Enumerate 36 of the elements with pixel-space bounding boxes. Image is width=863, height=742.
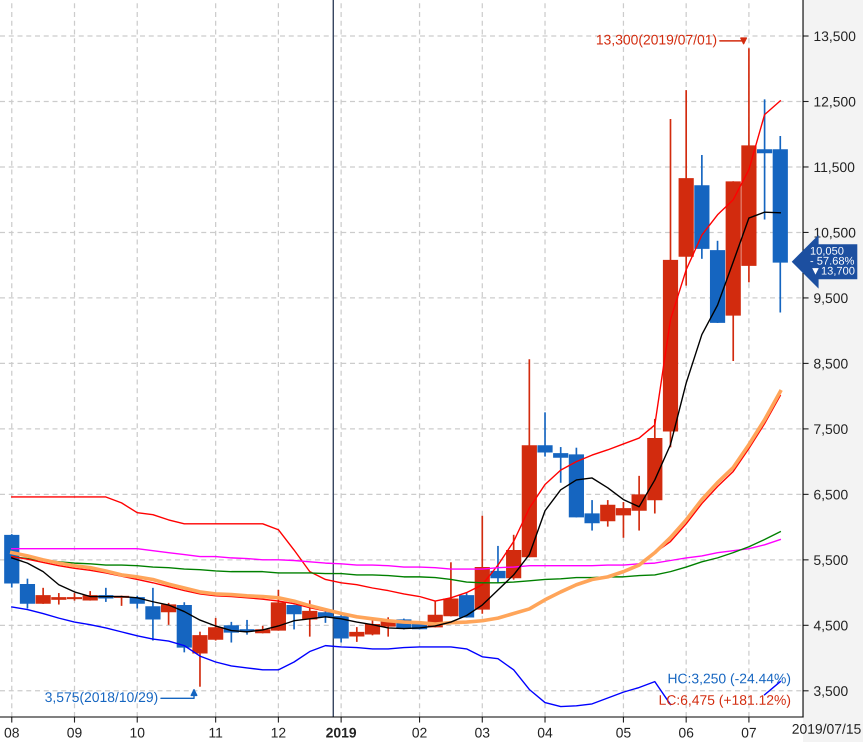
x-tick-label: 12 xyxy=(272,728,286,738)
annotation: 3,575(2018/10/29) xyxy=(45,692,158,705)
text: 2019/07/15 xyxy=(792,724,861,734)
y-tick-label: 12,500 xyxy=(814,96,856,108)
y-tick-label: 4,500 xyxy=(814,620,848,632)
x-tick-label: 10 xyxy=(130,728,144,738)
y-tick-label: 6,500 xyxy=(814,490,848,502)
x-tick-label: 06 xyxy=(678,728,694,738)
annotation: 13,300(2019/07/01) xyxy=(596,34,716,48)
y-tick-label: 8,500 xyxy=(814,358,848,370)
x-tick-label: 2019 xyxy=(326,728,356,738)
candlestick xyxy=(537,412,553,457)
y-tick-label: 5,500 xyxy=(814,555,848,567)
y-tick-label: 3,500 xyxy=(814,686,848,698)
candlestick xyxy=(20,578,36,608)
x-tick-label: 11 xyxy=(210,728,222,738)
y-tick-label: 13,500 xyxy=(814,31,856,43)
y-tick-label: 10,500 xyxy=(814,228,856,240)
candlestick xyxy=(459,593,474,618)
x-tick-label: 07 xyxy=(742,728,756,738)
y-tick-label: 11,500 xyxy=(814,162,854,174)
x-tick-label: 02 xyxy=(412,728,427,738)
x-tick-label: 04 xyxy=(538,728,552,738)
x-tick-label: 03 xyxy=(475,728,490,738)
candlestick xyxy=(145,588,161,641)
x-tick-label: 05 xyxy=(616,728,631,738)
line-series xyxy=(11,538,781,570)
annotation: HC:3,250 (-24.44%) xyxy=(668,673,790,686)
line-series xyxy=(11,530,781,584)
x-tick-label: 08 xyxy=(4,728,19,738)
x-tick-label: 09 xyxy=(67,728,82,738)
candlestick xyxy=(490,546,506,583)
y-tick-label: 7,500 xyxy=(814,424,848,436)
candlestick xyxy=(286,604,302,630)
text: 10,050 - 57.68% ▼13,700 xyxy=(810,246,855,276)
y-tick-label: 9,500 xyxy=(814,293,848,305)
